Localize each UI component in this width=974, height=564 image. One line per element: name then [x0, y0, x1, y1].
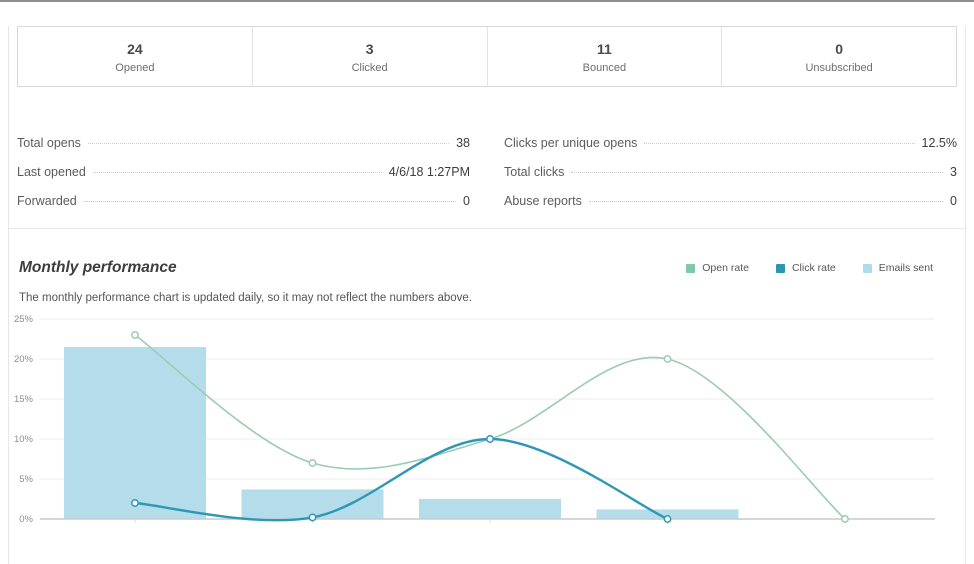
details-section: Total opens 38 Last opened 4/6/18 1:27PM… [17, 129, 957, 216]
chart-legend: Open rate Click rate Emails sent [686, 262, 933, 274]
dotted-leader [87, 143, 450, 144]
click-rate-swatch-icon [775, 263, 785, 273]
dotted-leader [644, 143, 915, 144]
legend-item-open-rate[interactable]: Open rate [686, 262, 749, 274]
legend-label: Open rate [702, 262, 749, 274]
legend-label: Emails sent [878, 262, 933, 274]
y-axis-tick-label: 25% [14, 314, 34, 325]
open-rate-point [663, 355, 672, 363]
legend-item-emails-sent[interactable]: Emails sent [862, 262, 933, 274]
dotted-leader [588, 201, 944, 202]
click-rate-point [663, 515, 672, 523]
stat-value-opened: 24 [127, 41, 143, 57]
monthly-performance-chart: 0% 5% 10% 15% 20% 25% [9, 312, 965, 545]
detail-value: 0 [463, 194, 470, 208]
stat-label-bounced: Bounced [582, 62, 627, 74]
detail-value: 0 [950, 194, 957, 208]
monthly-performance-title: Monthly performance [19, 259, 177, 276]
detail-row-clicks-per-unique-opens: Clicks per unique opens 12.5% [504, 129, 957, 158]
monthly-performance-header: Monthly performance Open rate Click rate… [19, 259, 955, 277]
stat-card-opened: 24 Opened [18, 27, 253, 86]
emails-sent-swatch-icon [862, 263, 872, 273]
monthly-performance-subtitle: The monthly performance chart is updated… [19, 292, 472, 304]
detail-value: 4/6/18 1:27PM [388, 165, 470, 179]
y-axis-tick-label: 0% [19, 514, 33, 525]
detail-row-total-clicks: Total clicks 3 [504, 158, 957, 187]
y-axis-tick-label: 20% [14, 354, 34, 365]
summary-stats-row: 24 Opened 3 Clicked 11 Bounced 0 Unsubsc… [17, 26, 957, 87]
dotted-leader [83, 201, 457, 202]
emails-sent-bar [596, 509, 739, 519]
stat-value-clicked: 3 [365, 41, 374, 57]
open-rate-swatch-icon [686, 263, 696, 273]
open-rate-point [841, 515, 849, 523]
y-axis-tick-label: 10% [14, 434, 34, 445]
open-rate-point [131, 331, 139, 339]
click-rate-point [308, 513, 317, 522]
detail-label: Forwarded [17, 194, 77, 208]
stat-card-clicked: 3 Clicked [253, 27, 488, 86]
stat-value-unsubscribed: 0 [835, 41, 844, 57]
details-left-column: Total opens 38 Last opened 4/6/18 1:27PM… [17, 129, 470, 216]
detail-label: Last opened [17, 165, 86, 179]
stat-card-unsubscribed: 0 Unsubscribed [722, 27, 956, 86]
window-top-edge [0, 0, 974, 2]
stat-value-bounced: 11 [596, 41, 612, 57]
stat-label-clicked: Clicked [351, 62, 388, 74]
stat-label-unsubscribed: Unsubscribed [805, 62, 873, 74]
click-rate-point [131, 499, 139, 507]
click-rate-line [133, 437, 669, 522]
emails-sent-bar [64, 347, 206, 519]
stat-label-opened: Opened [115, 62, 155, 74]
open-rate-point [308, 459, 317, 467]
detail-value: 3 [950, 165, 957, 179]
detail-value: 12.5% [921, 136, 957, 150]
detail-row-last-opened: Last opened 4/6/18 1:27PM [17, 158, 470, 187]
dotted-leader [571, 172, 944, 173]
emails-sent-bar [419, 499, 561, 519]
detail-label: Total clicks [504, 165, 565, 179]
detail-label: Total opens [17, 136, 81, 150]
dotted-leader [92, 172, 382, 173]
campaign-report-page: 24 Opened 3 Clicked 11 Bounced 0 Unsubsc… [8, 26, 966, 564]
detail-value: 38 [456, 136, 470, 150]
y-axis-tick-label: 5% [19, 474, 33, 485]
click-rate-point [486, 435, 494, 443]
detail-row-forwarded: Forwarded 0 [17, 187, 470, 216]
legend-item-click-rate[interactable]: Click rate [775, 262, 836, 274]
y-axis-tick-label: 15% [14, 394, 34, 405]
section-divider [9, 228, 965, 229]
detail-row-total-opens: Total opens 38 [17, 129, 470, 158]
details-right-column: Clicks per unique opens 12.5% Total clic… [504, 129, 957, 216]
monthly-chart-svg: 0% 5% 10% 15% 20% 25% [14, 314, 935, 525]
stat-card-bounced: 11 Bounced [488, 27, 723, 86]
detail-label: Clicks per unique opens [504, 136, 638, 150]
detail-label: Abuse reports [504, 194, 582, 208]
legend-label: Click rate [791, 262, 836, 274]
detail-row-abuse-reports: Abuse reports 0 [504, 187, 957, 216]
